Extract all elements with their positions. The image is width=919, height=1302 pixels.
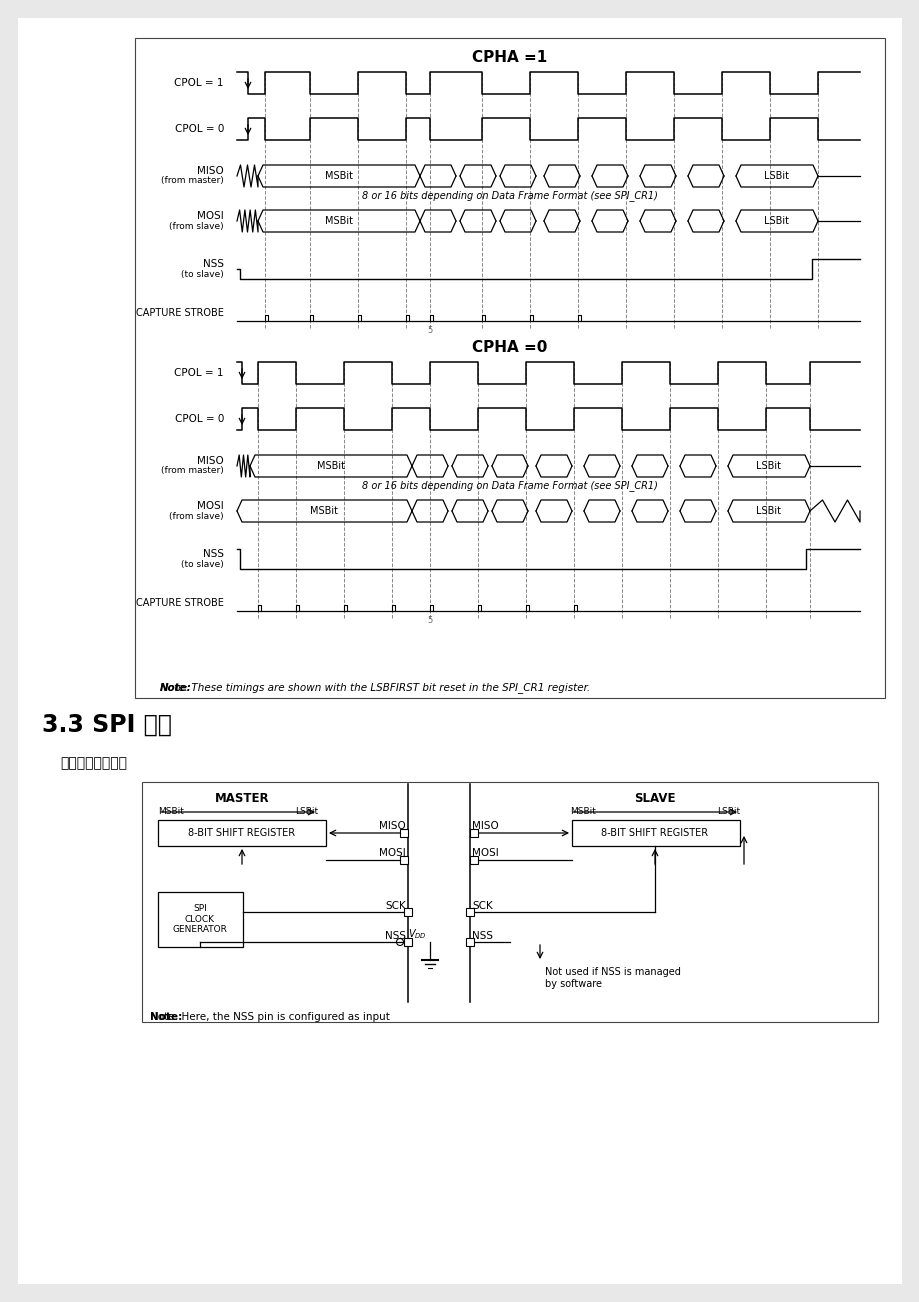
Text: MSBit: MSBit	[317, 461, 345, 471]
Text: Note: Here, the NSS pin is configured as input: Note: Here, the NSS pin is configured as…	[150, 1012, 390, 1022]
Bar	[403, 937, 412, 947]
Text: MISO: MISO	[471, 822, 498, 831]
Bar	[400, 855, 407, 865]
Bar	[400, 829, 407, 837]
Text: (from master): (from master)	[161, 177, 223, 185]
Text: MOSI: MOSI	[197, 211, 223, 221]
Text: $V_{DD}$: $V_{DD}$	[407, 927, 426, 941]
Text: NSS: NSS	[471, 931, 493, 941]
Text: NSS: NSS	[384, 931, 405, 941]
Text: 单主和单从应用：: 单主和单从应用：	[60, 756, 127, 769]
Text: 5: 5	[427, 326, 432, 335]
Text: CPHA =0: CPHA =0	[471, 341, 547, 355]
Bar	[158, 892, 243, 947]
Text: (from slave): (from slave)	[169, 221, 223, 230]
Text: MOSI: MOSI	[471, 848, 498, 858]
Text: 3.3 SPI 应用: 3.3 SPI 应用	[42, 713, 172, 737]
Bar	[466, 937, 473, 947]
Text: MSBit: MSBit	[324, 216, 353, 227]
Text: CAPTURE STROBE: CAPTURE STROBE	[136, 309, 223, 318]
Bar	[572, 820, 739, 846]
Text: SPI
CLOCK
GENERATOR: SPI CLOCK GENERATOR	[173, 904, 227, 934]
Text: CPOL = 1: CPOL = 1	[175, 78, 223, 89]
Text: MSBit: MSBit	[324, 171, 353, 181]
Text: CPOL = 1: CPOL = 1	[175, 368, 223, 378]
Bar	[135, 38, 884, 698]
Text: MISO: MISO	[197, 456, 223, 466]
Text: MSBit: MSBit	[570, 807, 596, 816]
Text: SCK: SCK	[471, 901, 493, 911]
Text: MASTER: MASTER	[214, 792, 269, 805]
Text: CPHA =1: CPHA =1	[471, 51, 547, 65]
Text: CPOL = 0: CPOL = 0	[175, 414, 223, 424]
Bar	[466, 907, 473, 917]
Text: 8-BIT SHIFT REGISTER: 8-BIT SHIFT REGISTER	[601, 828, 708, 838]
Bar	[403, 907, 412, 917]
Text: (to slave): (to slave)	[181, 560, 223, 569]
Text: MOSI: MOSI	[379, 848, 405, 858]
Bar	[158, 820, 325, 846]
Text: LSBit: LSBit	[764, 171, 789, 181]
Text: Not used if NSS is managed
by software: Not used if NSS is managed by software	[544, 967, 680, 988]
Text: MSBit: MSBit	[311, 506, 338, 516]
Text: Note:: Note:	[160, 684, 192, 693]
Text: (from master): (from master)	[161, 466, 223, 475]
Text: LSBit: LSBit	[764, 216, 789, 227]
Text: Note: These timings are shown with the LSBFIRST bit reset in the SPI_CR1 registe: Note: These timings are shown with the L…	[160, 682, 589, 694]
Text: Note:: Note:	[150, 1012, 182, 1022]
Text: MSBit: MSBit	[158, 807, 184, 816]
Bar	[470, 855, 478, 865]
Text: LSBit: LSBit	[295, 807, 318, 816]
Text: LSBit: LSBit	[716, 807, 739, 816]
Text: SCK: SCK	[385, 901, 405, 911]
Text: NSS: NSS	[203, 259, 223, 270]
Text: 5: 5	[427, 616, 432, 625]
Text: 8 or 16 bits depending on Data Frame Format (see SPI_CR1): 8 or 16 bits depending on Data Frame For…	[362, 480, 657, 491]
Bar	[470, 829, 478, 837]
Text: MISO: MISO	[379, 822, 405, 831]
Text: MOSI: MOSI	[197, 501, 223, 510]
Text: CAPTURE STROBE: CAPTURE STROBE	[136, 598, 223, 608]
Text: LSBit: LSBit	[755, 506, 780, 516]
Text: CPOL = 0: CPOL = 0	[175, 124, 223, 134]
Text: (to slave): (to slave)	[181, 270, 223, 279]
Text: SLAVE: SLAVE	[633, 792, 675, 805]
Text: 8 or 16 bits depending on Data Frame Format (see SPI_CR1): 8 or 16 bits depending on Data Frame For…	[362, 190, 657, 201]
Text: 8-BIT SHIFT REGISTER: 8-BIT SHIFT REGISTER	[188, 828, 295, 838]
Bar	[142, 783, 877, 1022]
Text: LSBit: LSBit	[755, 461, 780, 471]
Text: NSS: NSS	[203, 549, 223, 559]
Text: MISO: MISO	[197, 165, 223, 176]
Text: (from slave): (from slave)	[169, 512, 223, 521]
